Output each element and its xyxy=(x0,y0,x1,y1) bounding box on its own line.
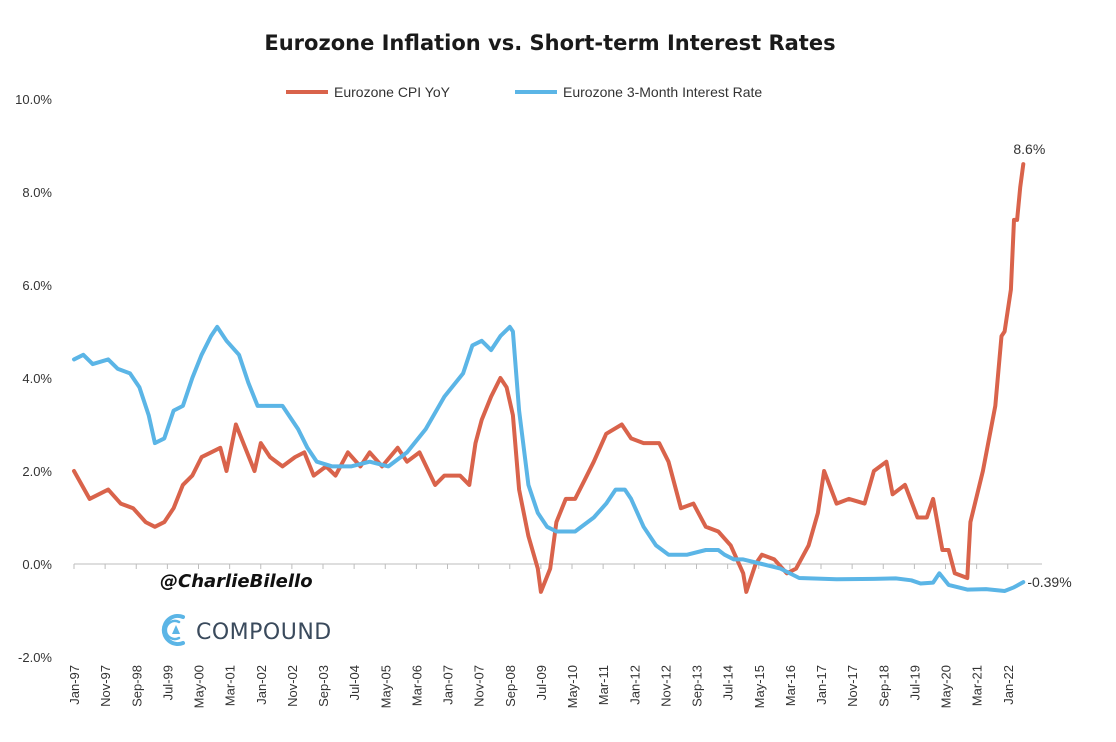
y-tick-label: 2.0% xyxy=(22,464,52,479)
cpi-line xyxy=(72,162,1026,594)
x-tick-label: Mar-21 xyxy=(970,665,985,706)
x-tick-label: May-00 xyxy=(192,665,207,708)
y-tick-label: 8.0% xyxy=(22,185,52,200)
y-tick-label: 6.0% xyxy=(22,278,52,293)
series-layer xyxy=(72,162,1026,594)
y-tick-label: 4.0% xyxy=(22,371,52,386)
x-tick-label: Mar-06 xyxy=(409,665,424,706)
legend-label-cpi: Eurozone CPI YoY xyxy=(334,84,451,100)
x-axis: Jan-97 Nov-97 Sep-98 Jul-99 May-00 Mar-01 Jan-… xyxy=(67,563,1042,708)
x-tick-label: Jan-02 xyxy=(254,665,269,705)
x-tick-label: May-05 xyxy=(378,665,393,708)
annotations: 8.6% -0.39% xyxy=(1013,141,1071,590)
x-tick-label: Sep-08 xyxy=(503,665,518,707)
x-tick-label: Sep-18 xyxy=(876,665,891,707)
x-tick-label: Jan-07 xyxy=(441,665,456,705)
x-tick-label: Jul-19 xyxy=(907,665,922,700)
watermark-brand: COMPOUND xyxy=(196,620,332,645)
cpi-last-value-label: 8.6% xyxy=(1013,141,1045,157)
x-tick-label: Nov-17 xyxy=(845,665,860,707)
y-axis: -2.0% 0.0% 2.0% 4.0% 6.0% 8.0% 10.0% xyxy=(15,92,52,665)
x-tick-label: Mar-11 xyxy=(596,665,611,705)
y-tick-label: 10.0% xyxy=(15,92,52,107)
x-tick-label: Jan-12 xyxy=(627,665,642,705)
rate-last-value-label: -0.39% xyxy=(1027,574,1071,590)
compound-logo-icon xyxy=(161,614,185,646)
x-tick-label: May-20 xyxy=(939,665,954,708)
x-tick-label: Nov-07 xyxy=(472,665,487,707)
x-tick-label: Sep-13 xyxy=(690,665,705,707)
x-tick-label: Mar-16 xyxy=(783,665,798,706)
legend: Eurozone CPI YoY Eurozone 3-Month Intere… xyxy=(286,84,762,100)
x-tick-label: May-15 xyxy=(752,665,767,708)
x-tick-label: Jan-97 xyxy=(67,665,82,705)
watermark-handle: @CharlieBilello xyxy=(160,571,313,592)
y-tick-label: 0.0% xyxy=(22,557,52,572)
x-tick-label: Sep-03 xyxy=(316,665,331,707)
x-tick-label: Nov-02 xyxy=(285,665,300,707)
x-tick-label: Jan-22 xyxy=(1001,665,1016,705)
legend-label-rate: Eurozone 3-Month Interest Rate xyxy=(563,84,762,100)
x-tick-label: Nov-97 xyxy=(98,665,113,707)
x-tick-label: Jul-14 xyxy=(721,665,736,700)
chart-title: Eurozone Inflation vs. Short-term Intere… xyxy=(264,31,835,55)
x-tick-label: Jul-04 xyxy=(347,665,362,700)
x-tick-label: Nov-12 xyxy=(658,665,673,707)
x-tick-label: Mar-01 xyxy=(223,665,238,706)
x-tick-label: May-10 xyxy=(565,665,580,708)
watermark: @CharlieBilello COMPOUND xyxy=(160,571,332,646)
x-tick-label: Jul-09 xyxy=(534,665,549,700)
x-tick-label: Jul-99 xyxy=(160,665,175,700)
x-tick-label: Jan-17 xyxy=(814,665,829,705)
x-tick-label: Sep-98 xyxy=(129,665,144,707)
rate-line xyxy=(72,324,1026,593)
y-tick-label: -2.0% xyxy=(18,650,52,665)
